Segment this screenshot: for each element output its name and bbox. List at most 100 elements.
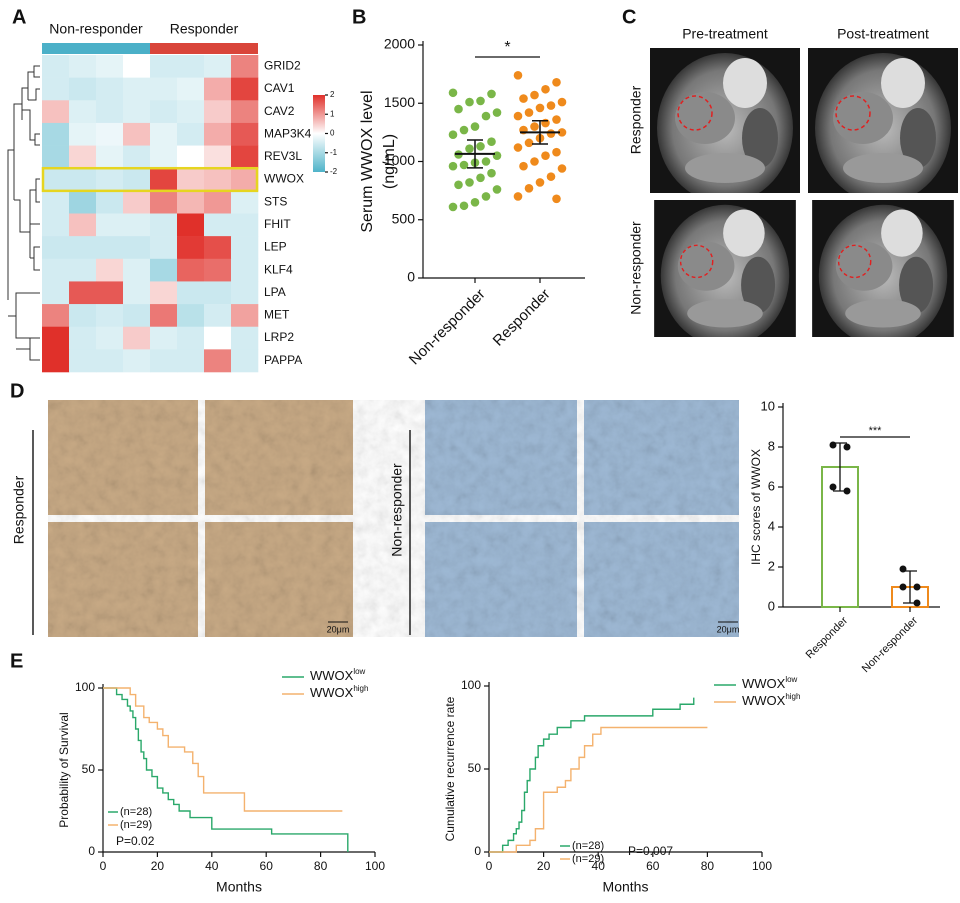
- heatmap-cell: [177, 168, 205, 192]
- heatmap-cell: [150, 349, 178, 373]
- heatmap-cell: [204, 304, 232, 328]
- heatmap-cell: [123, 55, 151, 78]
- row-label: PAPPA: [264, 353, 302, 367]
- heatmap-cell: [177, 349, 205, 373]
- legend-sup: high: [785, 692, 800, 701]
- texture: [48, 400, 353, 637]
- data-point: [481, 192, 491, 201]
- data-point: [465, 144, 474, 153]
- data-point: [487, 168, 496, 178]
- heatmap-cell: [177, 236, 205, 260]
- row-label: LRP2: [264, 330, 294, 344]
- data-point: [535, 178, 545, 187]
- heatmap-cell: [96, 258, 124, 282]
- row-label: WWOX: [264, 172, 304, 186]
- heatmap-cell: [123, 281, 151, 305]
- data-point: [829, 483, 837, 491]
- significance-label: ***: [869, 425, 883, 437]
- row-label: STS: [264, 194, 287, 208]
- heatmap-cell: [96, 281, 124, 305]
- data-point: [552, 77, 561, 87]
- data-point: [557, 97, 567, 107]
- heatmap-cell: [42, 349, 70, 373]
- data-point: [476, 173, 485, 183]
- y-tick-label: 0: [474, 844, 481, 858]
- x-tick-label: 0: [100, 859, 107, 873]
- data-point: [829, 441, 837, 449]
- y-axis-label: Cumulative recurrence rate: [443, 696, 457, 841]
- legend-label: WWOXhigh: [742, 692, 800, 708]
- heatmap-cell: [150, 213, 178, 237]
- ihc-texture: [48, 400, 739, 637]
- heatmap-cell: [204, 168, 232, 192]
- ihc-images: Responder Non-responder 20μm 20μm: [11, 400, 740, 637]
- texture: [425, 400, 739, 637]
- scale-bar-label: 20μm: [717, 624, 740, 634]
- row-label: LPA: [264, 285, 286, 299]
- heatmap-cell: [204, 349, 232, 373]
- y-tick-label: 1000: [384, 152, 415, 168]
- y-tick-label: 1500: [384, 94, 415, 110]
- y-tick-label: 2: [768, 558, 775, 573]
- data-point: [470, 122, 480, 131]
- heatmap-cell: [150, 100, 178, 124]
- heatmap-cell: [69, 326, 97, 350]
- data-point: [448, 130, 458, 140]
- data-point: [843, 487, 851, 495]
- data-point: [465, 178, 474, 187]
- heatmap-cell: [42, 258, 70, 282]
- heatmap-cell: [177, 326, 205, 350]
- mri-images: Pre-treatment Post-treatment Responder N…: [628, 26, 958, 337]
- data-point: [541, 151, 550, 160]
- row-label: GRID2: [264, 58, 301, 72]
- heatmap-cell: [231, 258, 259, 282]
- n-label: (n=29): [120, 819, 152, 831]
- row-label: REV3L: [264, 149, 302, 163]
- x-tick-label: 100: [752, 859, 772, 873]
- heatmap-cell: [69, 349, 97, 373]
- heatmap-cell: [150, 304, 178, 328]
- data-point: [530, 157, 539, 166]
- x-tick-label: 100: [365, 859, 385, 873]
- data-point: [487, 89, 496, 99]
- legend-sup: low: [785, 675, 797, 684]
- dendrogram-branch: [13, 65, 40, 200]
- data-point: [492, 151, 502, 160]
- data-point: [513, 111, 523, 121]
- heatmap-cell: [42, 326, 70, 350]
- x-tick-label: 60: [260, 859, 274, 873]
- data-point: [913, 583, 921, 591]
- group-label: Responder: [11, 475, 27, 544]
- panel-label: D: [10, 380, 24, 402]
- legend-name: WWOX: [310, 668, 354, 683]
- heatmap-cell: [231, 122, 259, 146]
- heatmap-cell: [231, 55, 259, 78]
- row-label: KLF4: [264, 262, 293, 276]
- legend-name: WWOX: [742, 693, 786, 708]
- y-tick-label: 50: [82, 762, 96, 776]
- heatmap-cell: [150, 77, 178, 101]
- data-point: [481, 111, 491, 121]
- heatmap-cell: [42, 122, 70, 146]
- colorbar-tick-label: 0: [330, 129, 335, 138]
- data-point: [913, 599, 921, 607]
- heatmap-cell: [177, 77, 205, 101]
- heatmap-cell: [150, 55, 178, 78]
- row-label: Responder: [628, 85, 644, 154]
- annotation: P=0.007: [628, 844, 673, 858]
- row-label: FHIT: [264, 217, 291, 231]
- row-label: CAV1: [264, 81, 295, 95]
- data-point: [513, 143, 523, 152]
- heatmap-cell: [150, 168, 178, 192]
- heatmap-cell: [177, 190, 205, 214]
- heatmap-cell: [123, 326, 151, 350]
- data-point: [454, 104, 463, 114]
- heatmap-cell: [96, 145, 124, 169]
- heatmap-cell: [204, 326, 232, 350]
- heatmap-cell: [177, 281, 205, 305]
- heatmap-cell: [69, 281, 97, 305]
- data-point: [552, 147, 561, 157]
- group-bar: [150, 43, 258, 54]
- heatmap-cell: [96, 77, 124, 101]
